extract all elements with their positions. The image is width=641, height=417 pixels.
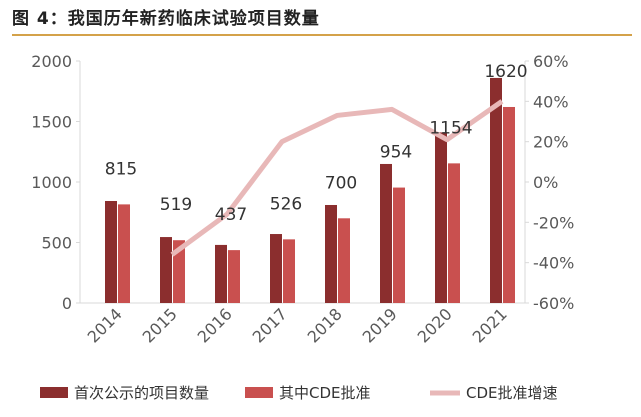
figure-title: 图 4：我国历年新药临床试验项目数量 — [12, 9, 320, 29]
bar-cde-approved — [283, 239, 295, 303]
bar-first-published — [270, 234, 282, 303]
right-tick-label: 20% — [533, 133, 569, 152]
title-divider — [12, 34, 632, 36]
bar-cde-approved — [503, 106, 515, 303]
data-label: 526 — [270, 194, 302, 214]
data-label: 815 — [105, 159, 137, 179]
data-label: 954 — [380, 143, 412, 163]
right-tick-label: 40% — [533, 92, 569, 111]
right-tick-label: -60% — [533, 294, 574, 313]
x-tick-label: 2020 — [414, 304, 456, 346]
data-label: 437 — [215, 205, 247, 225]
right-tick-label: -20% — [533, 213, 574, 232]
right-tick-label: 60% — [533, 52, 569, 71]
bar-cde-approved — [173, 240, 185, 303]
x-tick-label: 2021 — [469, 304, 511, 346]
left-tick-label: 1000 — [31, 173, 72, 192]
x-tick-label: 2017 — [249, 304, 291, 346]
bar-cde-approved — [448, 163, 460, 303]
x-tick-label: 2016 — [194, 304, 236, 346]
x-tick-label: 2014 — [84, 304, 126, 346]
data-label: 1620 — [484, 62, 527, 82]
left-tick-label: 1500 — [31, 113, 72, 132]
bar-first-published — [160, 237, 172, 303]
data-label: 519 — [160, 195, 192, 215]
left-tick-label: 0 — [62, 294, 72, 313]
bar-cde-approved — [393, 187, 405, 303]
bar-first-published — [325, 204, 337, 303]
bar-cde-approved — [228, 250, 240, 303]
x-tick-label: 2019 — [359, 304, 401, 346]
bar-first-published — [215, 244, 227, 303]
left-tick-label: 2000 — [31, 52, 72, 71]
bar-first-published — [435, 132, 447, 303]
bar-first-published — [105, 200, 117, 303]
bar-cde-approved — [118, 204, 130, 303]
x-tick-label: 2018 — [304, 304, 346, 346]
bar-first-published — [380, 163, 392, 303]
legend-first-published-label: 首次公示的项目数量 — [74, 384, 209, 402]
right-tick-label: 0% — [533, 173, 558, 192]
bar-cde-approved — [338, 218, 350, 303]
legend-first-published-swatch — [40, 387, 68, 398]
right-tick-label: -40% — [533, 254, 574, 273]
legend-cde-approved-label: 其中CDE批准 — [279, 384, 371, 402]
left-tick-label: 500 — [41, 234, 72, 253]
data-label: 1154 — [429, 118, 472, 138]
data-label: 700 — [325, 173, 357, 193]
x-tick-label: 2015 — [139, 304, 181, 346]
bar-first-published — [490, 77, 502, 303]
legend-growth-label: CDE批准增速 — [466, 384, 558, 402]
legend-cde-approved-swatch — [245, 387, 273, 398]
